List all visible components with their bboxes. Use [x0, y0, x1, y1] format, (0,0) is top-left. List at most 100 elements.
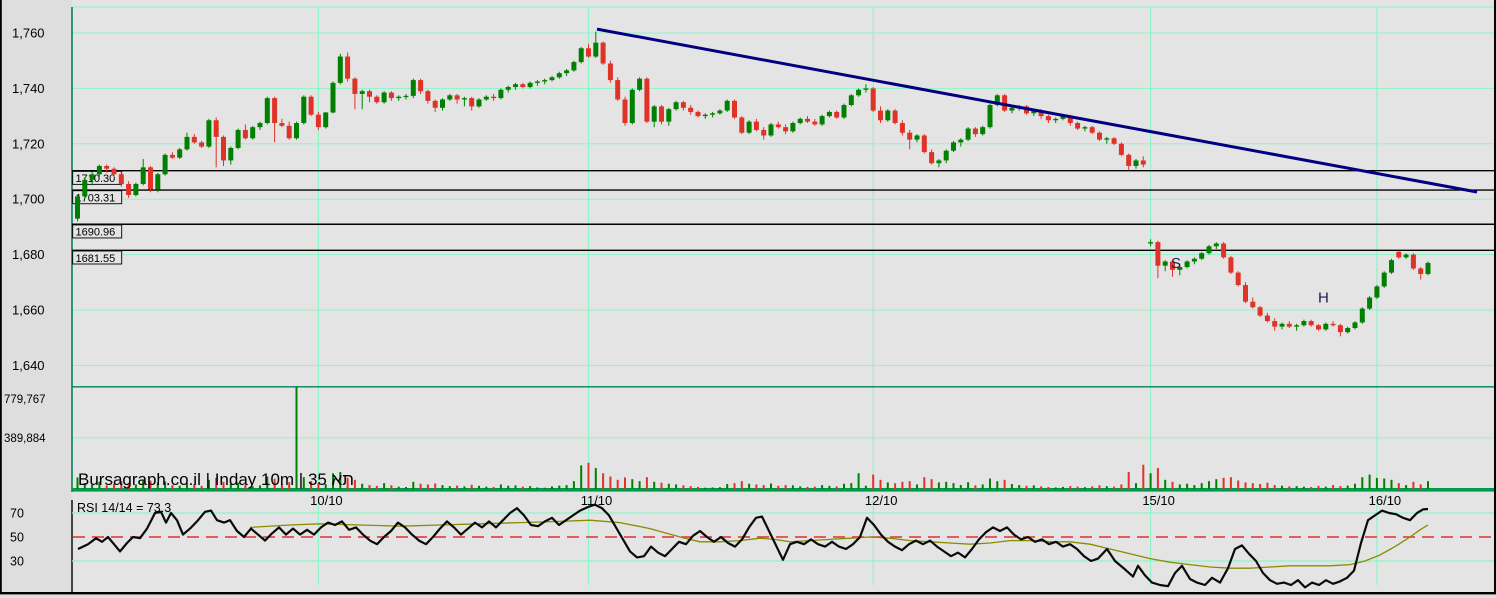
volume-bar: [653, 481, 656, 489]
support-line-label: 1681.55: [76, 253, 116, 265]
candle-body: [593, 42, 599, 57]
candle-body: [943, 150, 949, 161]
candle-body: [403, 95, 409, 98]
volume-bar: [711, 487, 714, 489]
candle-body: [1038, 110, 1044, 117]
volume-bar: [1127, 471, 1130, 489]
volume-bar: [967, 482, 970, 489]
candle-body: [308, 96, 314, 115]
volume-bar: [879, 479, 882, 489]
volume-bar: [302, 477, 305, 489]
rsi-axis-label: 30: [10, 555, 24, 569]
candle-body: [921, 135, 927, 153]
candle-body: [870, 88, 876, 111]
candle-body: [1177, 267, 1183, 270]
volume-bar: [492, 487, 495, 489]
volume-bar: [1427, 481, 1429, 489]
left-border: [0, 0, 2, 594]
volume-bar: [806, 486, 809, 489]
candle-body: [1381, 272, 1387, 287]
candle-body: [1206, 246, 1212, 254]
candle-body: [199, 142, 205, 147]
candle-body: [972, 128, 978, 135]
candle-body: [549, 77, 555, 81]
candle-body: [1170, 261, 1175, 270]
candle-body: [1213, 243, 1219, 247]
candle-body: [1126, 154, 1132, 166]
volume-bar: [536, 487, 539, 489]
volume-bar: [791, 485, 794, 489]
candle-body: [367, 91, 372, 97]
candle-body: [75, 196, 80, 219]
volume-bar: [1375, 477, 1378, 489]
candle-body: [1257, 307, 1263, 316]
candle-body: [1155, 242, 1161, 266]
volume-bar: [631, 479, 634, 489]
volume-bar: [908, 481, 911, 489]
volume-bar: [886, 482, 889, 489]
candle-body: [702, 114, 708, 117]
candle-body: [892, 110, 898, 124]
candle-body: [1396, 251, 1402, 258]
candle-body: [790, 123, 796, 132]
candle-body: [279, 123, 285, 126]
volume-bar: [142, 479, 145, 489]
volume-bar: [1120, 484, 1123, 489]
volume-bar: [1062, 486, 1064, 489]
support-line-label: 1703.31: [76, 193, 116, 205]
volume-bar: [251, 486, 254, 489]
candle-body: [1089, 127, 1095, 133]
candle-body: [629, 89, 635, 124]
candle-body: [980, 127, 986, 135]
candle-body: [111, 168, 117, 175]
volume-bar: [397, 486, 400, 489]
volume-bar: [1229, 477, 1232, 489]
candle-body: [191, 136, 197, 143]
candle-body: [929, 152, 935, 164]
volume-bar: [1193, 485, 1196, 489]
candle-body: [491, 96, 497, 99]
volume-bar: [930, 479, 933, 489]
volume-bar: [1018, 485, 1021, 489]
support-label-box: [72, 250, 123, 265]
candle-body: [644, 78, 650, 122]
candle-body: [505, 87, 511, 90]
candle-body: [513, 84, 518, 88]
candle-body: [1279, 323, 1285, 327]
volume-bar: [412, 481, 415, 489]
volume-series: [76, 386, 1429, 489]
rsi-line: [77, 503, 1429, 589]
candle-body: [206, 120, 212, 147]
candle-body: [345, 56, 351, 79]
price-axis-label: 1,700: [12, 192, 45, 207]
candle-body: [673, 102, 679, 110]
candle-body: [96, 165, 102, 175]
candle-body: [1359, 308, 1365, 323]
candle-body: [556, 73, 562, 78]
volume-bar: [1295, 486, 1298, 489]
volume-bar: [339, 471, 342, 489]
volume-bar: [1397, 483, 1400, 489]
volume-bar: [1368, 474, 1371, 489]
candle-body: [1301, 321, 1307, 326]
volume-bar: [894, 483, 897, 489]
candle-body: [323, 112, 329, 128]
candle-body: [388, 92, 394, 99]
price-axis-label: 1,760: [12, 26, 45, 41]
candle-body: [951, 142, 956, 151]
volume-bar: [1412, 481, 1415, 489]
candle-body: [1418, 268, 1424, 274]
candle-body: [221, 136, 226, 161]
volume-bar: [1215, 479, 1218, 489]
volume-bar: [1244, 482, 1247, 489]
candle-body: [469, 98, 475, 107]
volume-bar: [1310, 487, 1313, 489]
candle-body: [177, 149, 183, 158]
volume-bar: [857, 473, 860, 489]
volume-bar: [1047, 487, 1050, 489]
volume-bar: [105, 485, 108, 489]
volume-bar: [1091, 486, 1094, 489]
volume-bar: [923, 477, 926, 489]
